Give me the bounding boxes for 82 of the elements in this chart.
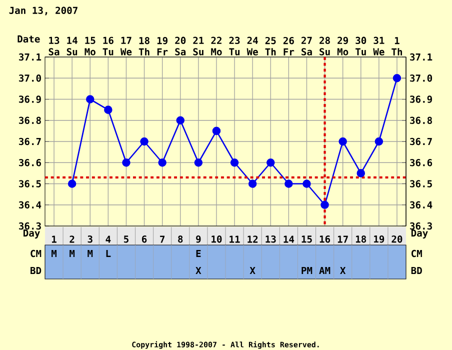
x-tick-label: 26 Fr <box>283 36 294 56</box>
point <box>284 180 293 188</box>
x-tick-label: 13 <box>266 235 276 243</box>
text: AM <box>319 266 330 274</box>
x-tick-label: 14 Su <box>66 36 78 56</box>
x-tick-label: 2 <box>70 236 74 243</box>
point <box>266 158 275 167</box>
point <box>158 158 166 167</box>
x-axis-title: Day <box>24 230 40 238</box>
y-tick-label: 36.8 <box>410 116 432 124</box>
text: X <box>340 266 346 274</box>
text: M <box>70 250 75 257</box>
x-tick-label: 28 Su <box>320 36 330 56</box>
text: PM <box>302 266 312 274</box>
x-tick-label: 29 Mo <box>337 36 348 56</box>
x-tick-label: 17 <box>338 236 348 243</box>
text: M <box>88 250 93 257</box>
x-tick-label: 12 <box>248 236 258 243</box>
point <box>230 158 239 167</box>
point <box>68 180 76 188</box>
y-tick-label: 37.0 <box>410 74 432 82</box>
x-tick-label: 16 Tu <box>102 36 114 56</box>
text: L <box>106 250 111 257</box>
x-tick-label: 1 <box>52 236 56 243</box>
x-tick-label: 5 <box>124 236 128 243</box>
text: X <box>250 266 256 274</box>
x-tick-label: 18 <box>356 235 366 243</box>
x-tick-label: 20 <box>392 235 402 243</box>
x-tick-label: 7 <box>160 236 164 243</box>
x-tick-label: 19 Fr <box>157 37 168 56</box>
y-tick-label: 36.3 <box>410 222 432 230</box>
x-tick-label: 31 We <box>373 36 384 56</box>
text: X <box>196 266 202 274</box>
x-tick-label: 25 Th <box>265 36 276 56</box>
y-tick-label: 37.1 <box>410 53 432 61</box>
x-tick-label: 19 <box>374 235 384 243</box>
point <box>356 169 366 178</box>
point <box>176 116 185 125</box>
point <box>194 158 203 167</box>
x-tick-label: 23 Tu <box>229 36 240 56</box>
point <box>212 126 221 136</box>
x-tick-label: 14 <box>284 236 294 243</box>
x-tick-label: 17 We <box>120 36 132 56</box>
x-tick-label: 24 We <box>246 36 258 56</box>
point <box>140 137 148 146</box>
y-tick-label: 36.7 <box>410 138 432 146</box>
x-tick-label: 15 Mo <box>84 36 96 56</box>
point <box>248 180 257 188</box>
x-tick-label: 27 Sa <box>301 36 312 56</box>
text: E <box>196 250 201 257</box>
x-tick-label: 30 Tu <box>356 36 366 56</box>
x-tick-label: 1 Th <box>392 37 402 56</box>
x-tick-label: 6 <box>142 235 147 243</box>
x-tick-label: 21 Su <box>193 36 204 56</box>
text: Day <box>411 230 428 238</box>
y-tick-label: 36.9 <box>410 96 432 103</box>
x-axis-title: Date <box>18 35 40 43</box>
y-tick-label: 36.6 <box>410 158 432 166</box>
point <box>374 137 384 146</box>
x-tick-label: 13 Sa <box>48 36 60 56</box>
y-tick-label: 36.5 <box>410 180 432 188</box>
x-tick-label: 18 Th <box>138 36 150 56</box>
y-tick-label: 36.4 <box>410 201 432 209</box>
x-tick-label: 11 <box>230 236 240 243</box>
x-tick-label: 16 <box>320 235 330 243</box>
x-tick-label: 4 <box>106 236 111 243</box>
x-tick-label: 20 Sa <box>175 36 186 56</box>
point <box>122 158 130 167</box>
point <box>302 180 311 188</box>
point <box>104 106 112 114</box>
x-tick-label: 9 <box>196 235 201 243</box>
point <box>320 200 329 210</box>
point <box>338 137 347 146</box>
text: M <box>52 250 57 257</box>
x-tick-label: 10 <box>212 235 222 243</box>
x-tick-label: 8 <box>178 235 183 243</box>
point <box>392 74 402 82</box>
chart-title: Jan 13, 2007 <box>9 6 78 16</box>
x-tick-label: 15 <box>302 236 312 243</box>
point <box>86 95 94 104</box>
x-tick-label: 3 <box>88 235 92 243</box>
x-tick-label: 22 Mo <box>211 36 222 56</box>
